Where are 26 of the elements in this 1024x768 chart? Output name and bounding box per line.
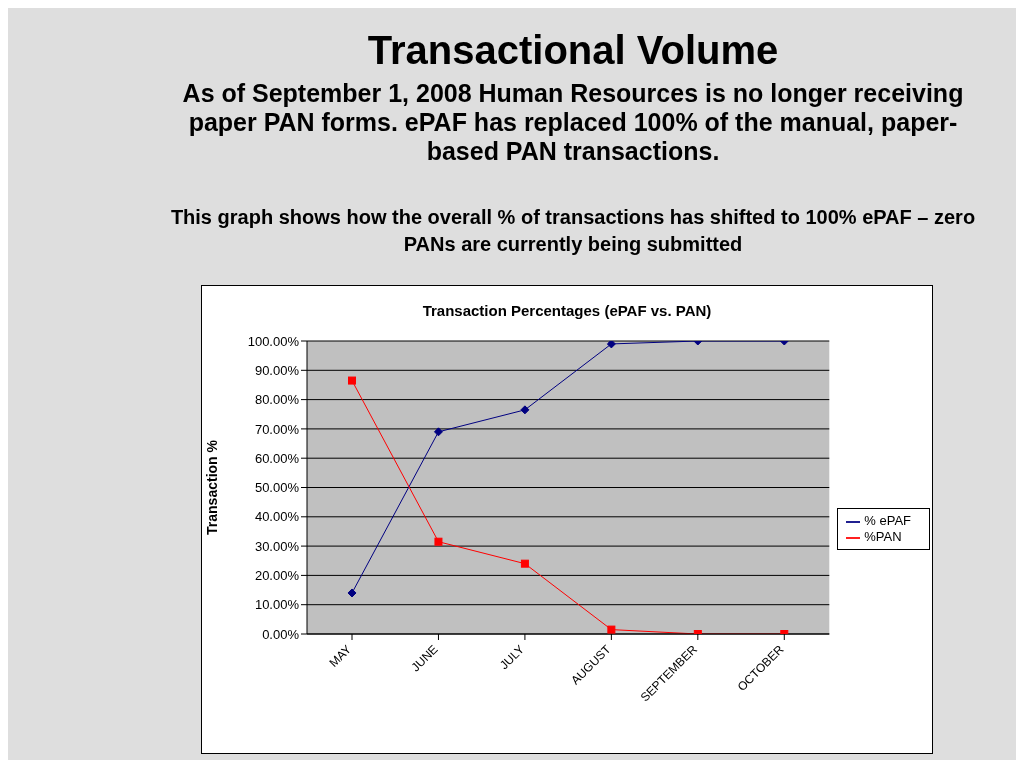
y-axis-title: Transaction % — [203, 439, 220, 535]
y-tick-label: 80.00% — [254, 392, 300, 408]
y-tick-label: 60.00% — [254, 450, 300, 466]
chart-title: Transaction Percentages (ePAF vs. PAN) — [421, 302, 713, 319]
y-tick-label: 30.00% — [254, 538, 300, 554]
legend-label: %PAN — [864, 529, 902, 544]
y-tick-label: 20.00% — [254, 568, 300, 584]
y-tick-label: 50.00% — [254, 480, 300, 496]
point — [520, 405, 530, 415]
y-tick-label: 40.00% — [254, 509, 300, 525]
point — [520, 559, 529, 568]
point — [347, 588, 357, 598]
y-tick-label: 0.00% — [262, 626, 300, 642]
point — [434, 537, 443, 546]
y-tick-label: 10.00% — [254, 597, 300, 613]
text: This graph shows how the overall % of transactions has shifted to 100% ePAF – zero PANs are currently being submitted — [169, 205, 977, 257]
y-tick-label: 90.00% — [254, 362, 300, 378]
point — [607, 625, 616, 634]
point — [348, 376, 356, 385]
y-tick-label: 70.00% — [254, 421, 300, 437]
text: Transactional Volume — [366, 28, 780, 73]
legend-label: % ePAF — [864, 513, 911, 529]
text: As of September 1, 2008 Human Resources is no longer receiving paper PAN forms. ePAF has replaced 100% of the manual, paper-based PAN transactions. — [181, 79, 965, 166]
y-tick-label: 100.00% — [247, 333, 300, 349]
point — [433, 427, 443, 437]
point — [606, 341, 616, 349]
